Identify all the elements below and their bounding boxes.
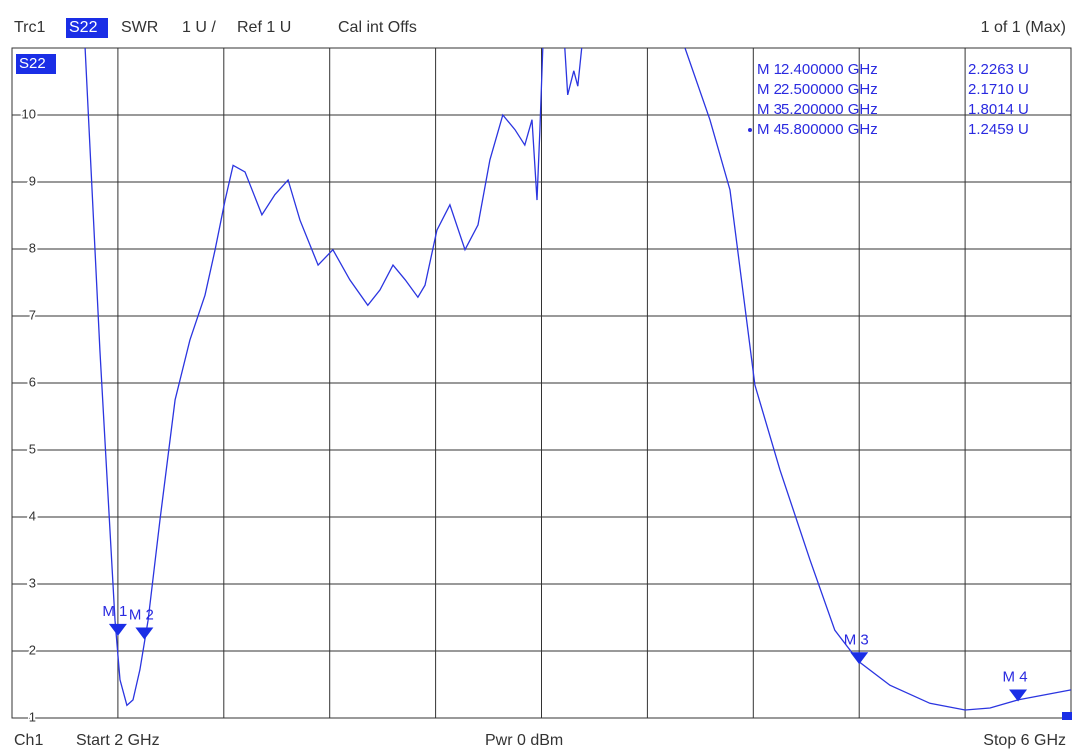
y-tick-label: 6: [29, 374, 36, 389]
y-tick-label: 8: [29, 240, 36, 255]
y-tick-label: 5: [29, 441, 36, 456]
marker-name: M 1: [757, 61, 782, 78]
marker-label: M 2: [129, 607, 154, 624]
active-marker-dot: [748, 128, 752, 132]
marker-name: M 2: [757, 81, 782, 98]
stop-freq: Stop 6 GHz: [983, 732, 1066, 749]
param-highlight: [66, 18, 108, 38]
marker-name: M 4: [757, 121, 782, 138]
marker-value: 2.1710 U: [968, 81, 1029, 98]
page-indicator: 1 of 1 (Max): [981, 19, 1066, 36]
marker-label: M 1: [102, 603, 127, 620]
marker-triangle: [135, 627, 154, 640]
marker-triangle: [1009, 689, 1028, 702]
y-tick-label: 7: [29, 307, 36, 322]
reference: Ref 1 U: [237, 19, 291, 36]
start-freq: Start 2 GHz: [76, 732, 160, 749]
marker-value: 2.2263 U: [968, 61, 1029, 78]
corner-indicator: [1062, 712, 1072, 720]
trace-label: S22: [19, 55, 46, 72]
power: Pwr 0 dBm: [485, 732, 563, 749]
y-tick-label: 10: [22, 106, 36, 121]
marker-triangle: [108, 623, 127, 636]
marker-value: 1.8014 U: [968, 101, 1029, 118]
scale: 1 U /: [182, 19, 216, 36]
trace-label-box: [16, 54, 56, 74]
marker-label: M 3: [844, 631, 869, 648]
marker-freq: 5.800000 GHz: [781, 121, 878, 138]
y-tick-label: 4: [29, 508, 36, 523]
marker-freq: 2.500000 GHz: [781, 81, 878, 98]
marker-triangle: [850, 652, 869, 665]
y-tick-label: 1: [29, 709, 36, 724]
y-tick-label: 9: [29, 173, 36, 188]
y-tick-label: 2: [29, 642, 36, 657]
y-tick-label: 3: [29, 575, 36, 590]
marker-freq: 5.200000 GHz: [781, 101, 878, 118]
trace-name: Trc1: [14, 19, 46, 36]
marker-value: 1.2459 U: [968, 121, 1029, 138]
calibration: Cal int Offs: [338, 19, 417, 36]
marker-freq: 2.400000 GHz: [781, 61, 878, 78]
marker-label: M 4: [1003, 668, 1028, 685]
format: SWR: [121, 19, 158, 36]
channel: Ch1: [14, 732, 43, 749]
marker-name: M 3: [757, 101, 782, 118]
param: S22: [69, 19, 98, 36]
